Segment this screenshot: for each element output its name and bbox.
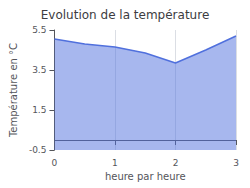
svg-text:heure par heure: heure par heure [105, 171, 186, 182]
svg-text:-0.5: -0.5 [29, 145, 47, 155]
svg-text:1.5: 1.5 [32, 105, 46, 115]
svg-text:Température en °C: Température en °C [8, 43, 19, 138]
svg-text:Evolution de la température: Evolution de la température [41, 8, 210, 22]
svg-text:0: 0 [52, 158, 58, 168]
svg-text:3: 3 [233, 158, 239, 168]
svg-text:3.5: 3.5 [32, 65, 46, 75]
svg-text:1: 1 [112, 158, 118, 168]
svg-text:2: 2 [173, 158, 179, 168]
svg-text:5.5: 5.5 [32, 25, 46, 35]
